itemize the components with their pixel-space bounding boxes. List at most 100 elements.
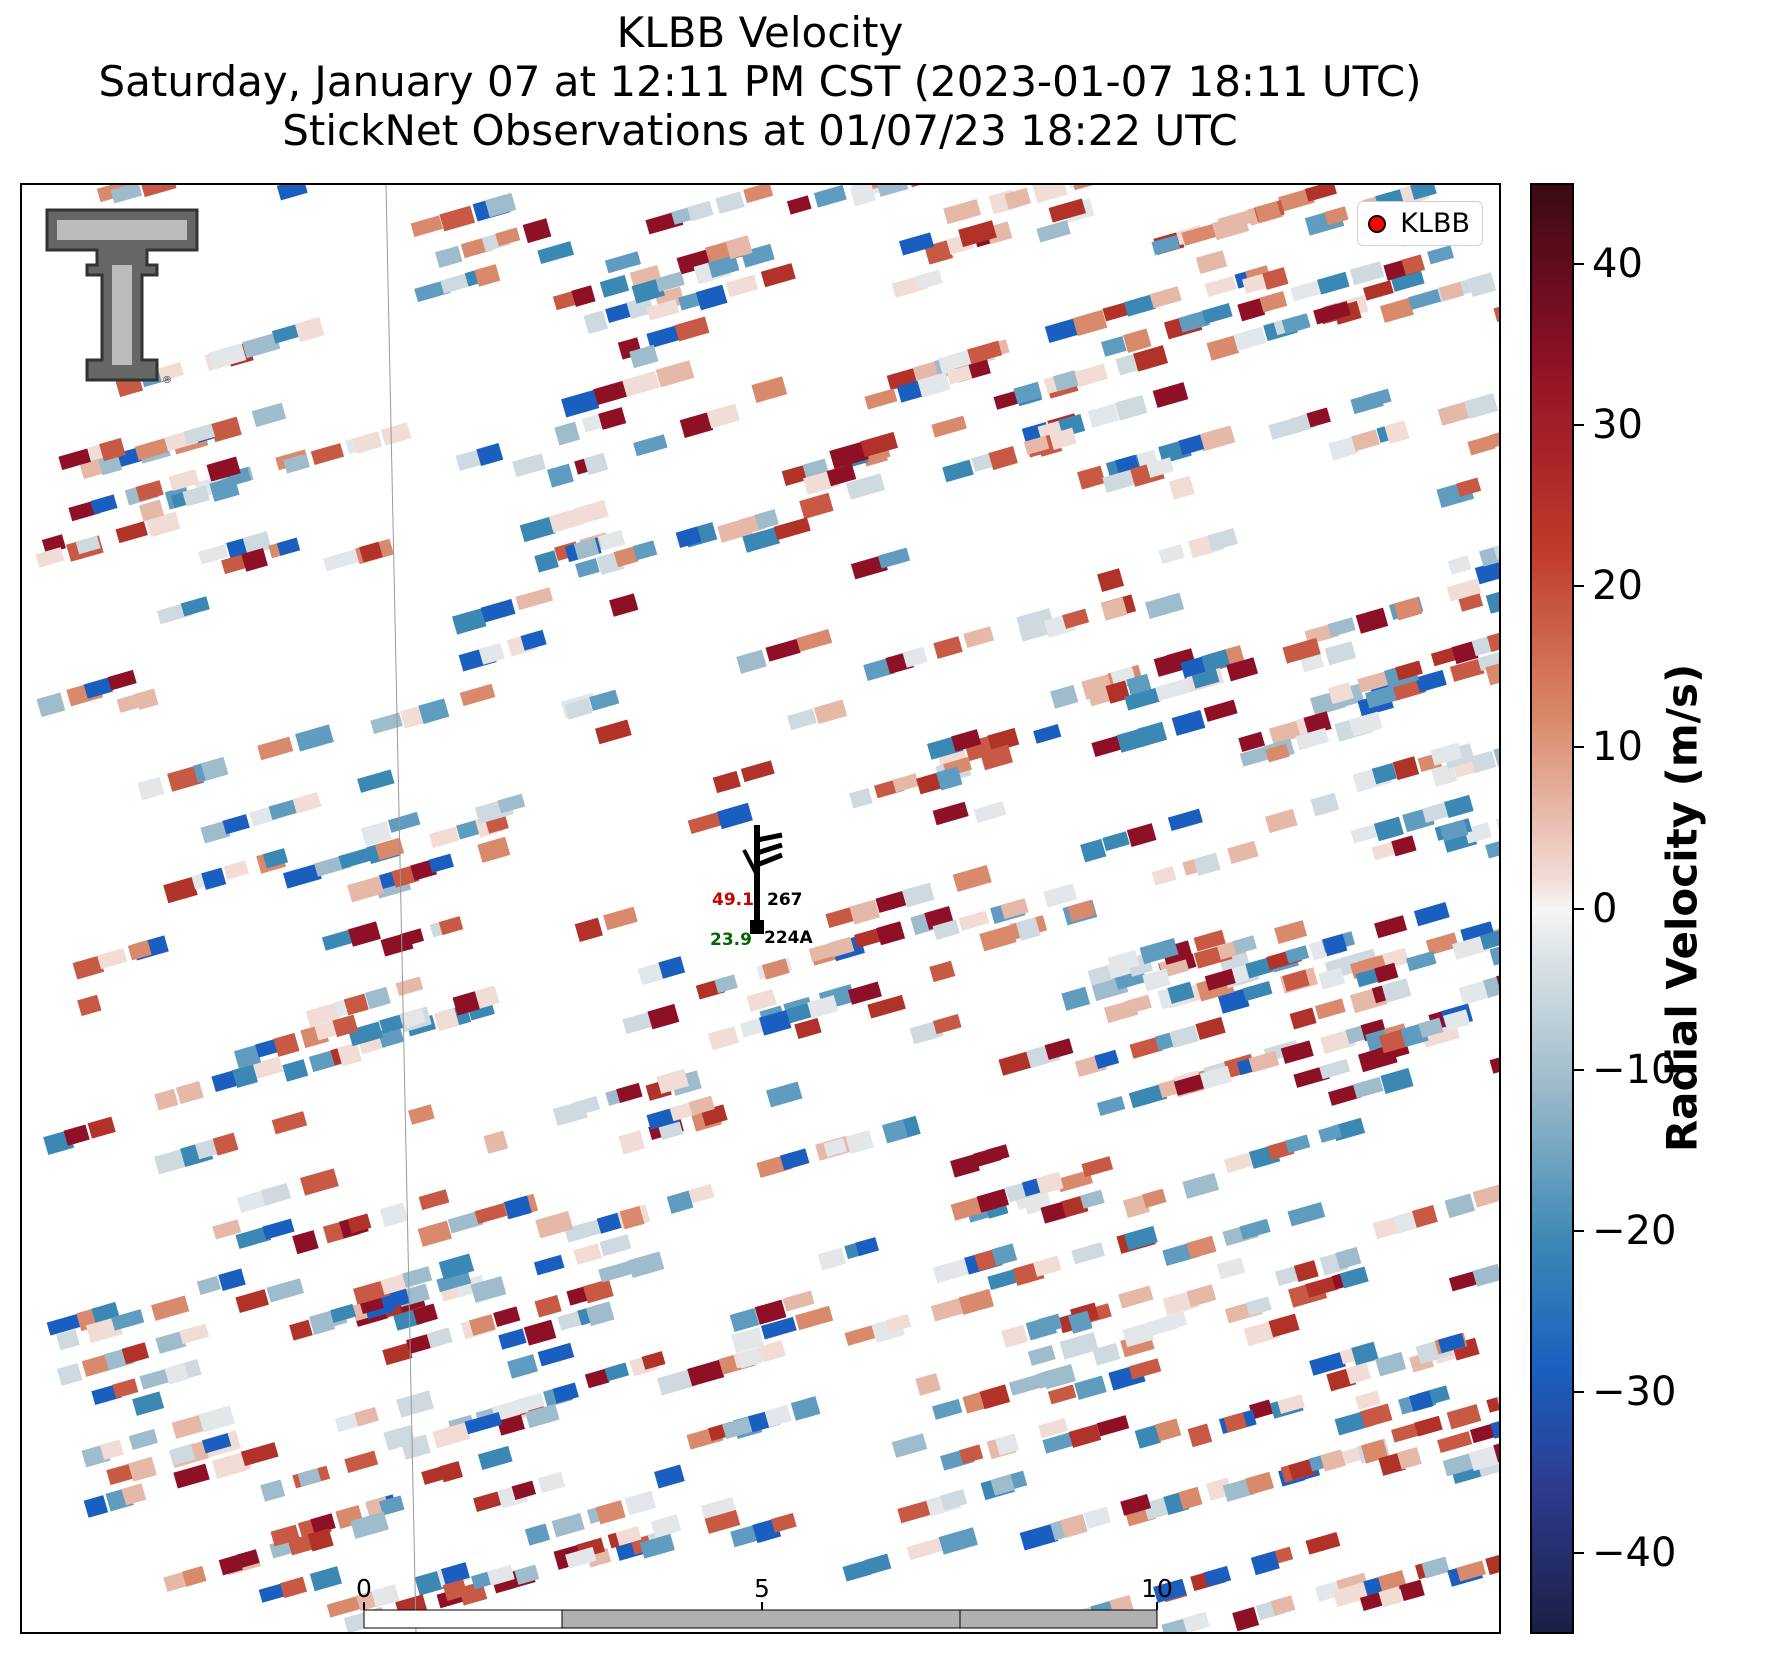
velocity-cell <box>980 744 1013 771</box>
velocity-cell <box>402 1007 426 1028</box>
velocity-cell <box>1134 1424 1162 1449</box>
velocity-cell <box>1374 962 1399 984</box>
velocity-cell <box>1359 1591 1385 1611</box>
velocity-cell <box>1048 198 1086 223</box>
velocity-cell <box>1375 1351 1407 1377</box>
velocity-cell <box>1042 1431 1078 1454</box>
velocity-cell <box>1357 670 1393 693</box>
velocity-cell <box>1327 617 1356 638</box>
scalebar-label-10: 10 <box>1141 1574 1173 1603</box>
velocity-cell <box>300 1168 339 1196</box>
velocity-cell <box>1391 1422 1423 1443</box>
velocity-cell <box>932 919 960 940</box>
map-panel[interactable]: 0 5 10 km 49.1 267 23.9 224A <box>20 183 1501 1634</box>
velocity-cell <box>1352 1076 1384 1099</box>
velocity-cell <box>574 917 603 942</box>
velocity-cell <box>307 1528 334 1552</box>
velocity-cell <box>514 1564 540 1585</box>
velocity-cell <box>1422 801 1452 823</box>
velocity-cell <box>780 1148 810 1171</box>
velocity-cell <box>930 1297 966 1322</box>
velocity-cell <box>35 547 65 568</box>
velocity-cell <box>198 544 229 565</box>
velocity-cell <box>626 295 655 320</box>
velocity-cell <box>537 241 575 265</box>
velocity-cell <box>958 220 997 248</box>
velocity-cell <box>370 712 403 735</box>
velocity-cell <box>222 814 250 835</box>
velocity-cell <box>182 485 210 507</box>
scale-bar: 0 5 10 km <box>356 1574 1173 1632</box>
velocity-cell <box>589 689 620 711</box>
colorbar-tick-label: −10 <box>1592 1046 1677 1093</box>
velocity-cell <box>1448 1270 1479 1292</box>
colorbar-tick <box>1574 1229 1584 1232</box>
velocity-cell <box>150 1295 190 1321</box>
velocity-cell <box>1052 370 1079 392</box>
velocity-cell <box>1437 1431 1473 1453</box>
velocity-cell <box>519 516 556 543</box>
velocity-cell <box>725 274 759 298</box>
velocity-cell <box>1318 967 1346 990</box>
velocity-cell <box>1178 310 1210 333</box>
velocity-cell <box>58 448 92 471</box>
velocity-cell <box>439 205 476 232</box>
velocity-cell <box>406 1332 435 1354</box>
velocity-cell <box>807 995 839 1019</box>
velocity-cell <box>759 1009 792 1036</box>
velocity-cell <box>1044 317 1083 343</box>
velocity-cell <box>1314 998 1346 1020</box>
velocity-cell <box>1327 1083 1361 1106</box>
velocity-cell <box>483 1130 509 1154</box>
velocity-cell <box>295 724 334 752</box>
velocity-cell <box>469 1314 496 1336</box>
station-plot-224A[interactable]: 49.1 267 23.9 224A <box>710 825 813 950</box>
velocity-cell <box>1182 1611 1210 1632</box>
velocity-cell <box>36 692 66 718</box>
velocity-cell <box>235 1289 269 1313</box>
velocity-cell <box>1495 811 1499 833</box>
velocity-cell <box>1486 630 1499 653</box>
velocity-cell <box>435 245 463 268</box>
velocity-cell <box>520 629 547 651</box>
wind-barb-flag <box>756 852 783 868</box>
colorbar-tick <box>1574 1068 1584 1071</box>
velocity-cell <box>77 994 102 1017</box>
velocity-cell <box>1290 280 1323 302</box>
velocity-cell <box>1060 1514 1088 1538</box>
velocity-cell <box>487 1564 515 1586</box>
velocity-cell <box>629 344 659 369</box>
velocity-cell <box>1154 1418 1182 1442</box>
velocity-cell <box>99 1439 124 1460</box>
velocity-cell <box>1489 1053 1499 1074</box>
velocity-cell <box>344 1450 379 1473</box>
radar-velocity-map[interactable]: 0 5 10 km 49.1 267 23.9 224A <box>22 185 1499 1632</box>
velocity-cell <box>990 1474 1015 1496</box>
velocity-cell <box>1348 711 1383 737</box>
colorbar-tick <box>1574 262 1584 265</box>
velocity-cell <box>432 1422 471 1449</box>
velocity-cell <box>235 1226 272 1249</box>
velocity-cell <box>1289 1007 1317 1030</box>
velocity-cell <box>1008 1374 1041 1396</box>
velocity-cell <box>1027 1344 1056 1366</box>
velocity-cell <box>1270 1595 1296 1616</box>
velocity-cell <box>655 271 685 292</box>
velocity-cell <box>828 936 855 958</box>
velocity-cell <box>1415 669 1447 693</box>
velocity-cell <box>111 1309 145 1331</box>
scalebar-segment-4 <box>959 1609 1158 1629</box>
velocity-cell <box>1410 185 1437 200</box>
velocity-cell <box>987 727 1020 753</box>
velocity-cell <box>1451 640 1479 665</box>
texas-tech-double-t-logo: ® <box>42 205 202 389</box>
velocity-cell <box>1364 684 1400 709</box>
velocity-cell <box>1285 945 1310 964</box>
velocity-cell <box>379 1202 409 1228</box>
velocity-cell <box>522 218 552 244</box>
title-block: KLBB Velocity Saturday, January 07 at 12… <box>20 8 1500 155</box>
velocity-cell <box>97 947 128 970</box>
velocity-cell <box>1102 468 1138 493</box>
velocity-cell <box>1287 1202 1326 1227</box>
velocity-cell <box>1198 425 1236 452</box>
